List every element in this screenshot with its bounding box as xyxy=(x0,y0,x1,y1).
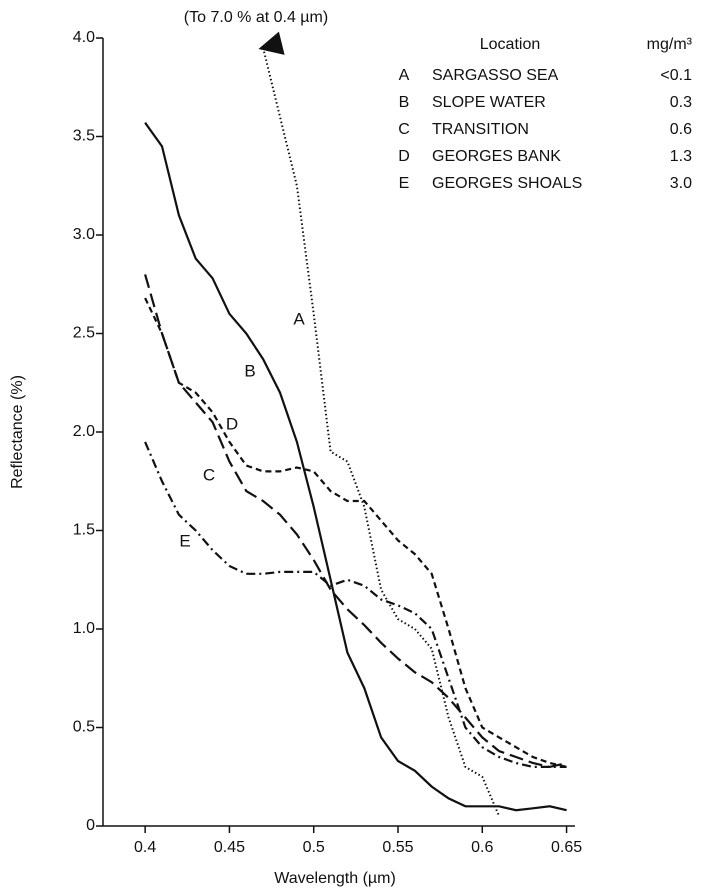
legend-letter: A xyxy=(399,67,410,84)
legend-location: SLOPE WATER xyxy=(432,94,546,111)
legend-header: Location xyxy=(480,36,541,53)
legend-concentration: 0.6 xyxy=(670,121,692,138)
y-tick-label: 3.0 xyxy=(73,226,95,243)
y-axis-label: Reflectance (%) xyxy=(9,375,26,489)
legend-letter: D xyxy=(398,148,410,165)
series-label: B xyxy=(244,361,255,380)
y-tick-label: 1.5 xyxy=(73,522,95,539)
series-line xyxy=(144,274,567,769)
legend-location: SARGASSO SEA xyxy=(432,67,559,84)
legend-concentration: <0.1 xyxy=(660,67,692,84)
series-label: D xyxy=(226,414,238,433)
legend-location: GEORGES SHOALS xyxy=(432,175,582,192)
series-label: A xyxy=(293,309,305,328)
series-label: E xyxy=(179,531,190,550)
x-tick-label: 0.65 xyxy=(551,839,582,856)
x-tick-label: 0.5 xyxy=(303,839,325,856)
legend-concentration: 1.3 xyxy=(670,148,692,165)
x-tick-label: 0.6 xyxy=(471,839,493,856)
x-axis-label: Wavelength (µm) xyxy=(274,870,396,887)
x-tick-label: 0.55 xyxy=(382,839,413,856)
legend-letter: B xyxy=(399,94,410,111)
annotation: (To 7.0 % at 0.4 µm) xyxy=(184,9,328,26)
legend-concentration: 0.3 xyxy=(670,94,692,111)
x-tick-label: 0.45 xyxy=(214,839,245,856)
legend-letter: C xyxy=(398,121,410,138)
legend-header: mg/m³ xyxy=(647,36,693,53)
y-tick-label: 0.5 xyxy=(73,719,95,736)
y-tick-label: 3.5 xyxy=(73,128,95,145)
legend-location: TRANSITION xyxy=(432,121,529,138)
series-line xyxy=(258,31,501,817)
legend-concentration: 3.0 xyxy=(670,175,692,192)
series-line xyxy=(144,297,567,768)
legend-letter: E xyxy=(399,175,410,192)
y-tick-label: 1.0 xyxy=(73,620,95,637)
y-tick-label: 4.0 xyxy=(73,29,95,46)
series-label: C xyxy=(203,465,215,484)
y-tick-label: 2.0 xyxy=(73,423,95,440)
y-tick-label: 0 xyxy=(86,817,95,834)
series-line xyxy=(144,441,567,768)
series-line xyxy=(144,122,567,812)
legend-location: GEORGES BANK xyxy=(432,148,561,165)
y-tick-label: 2.5 xyxy=(73,325,95,342)
x-tick-label: 0.4 xyxy=(134,839,156,856)
